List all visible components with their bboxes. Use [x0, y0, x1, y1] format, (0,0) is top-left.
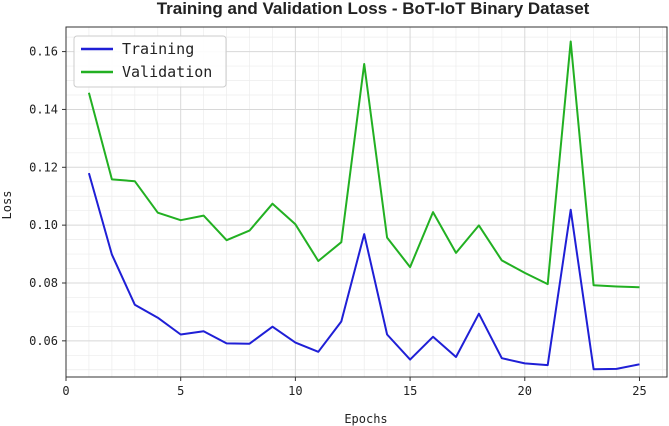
legend-label-validation: Validation: [122, 63, 212, 81]
y-tick-label: 0.12: [29, 160, 58, 174]
y-tick-label: 0.14: [29, 102, 58, 116]
x-tick-label: 15: [403, 384, 417, 398]
plot-border: [65, 26, 668, 378]
x-tick-label: 20: [518, 384, 532, 398]
x-axis-ticks: 0 5 10 15 20 25: [62, 377, 647, 398]
legend: Training Validation: [73, 35, 227, 88]
series-line-validation: [87, 40, 640, 289]
x-axis-label: Epochs: [344, 412, 387, 426]
y-tick-label: 0.08: [29, 276, 58, 290]
y-axis-ticks: 0.06 0.08 0.10 0.12 0.14 0.16: [29, 45, 66, 348]
x-tick-label: 10: [288, 384, 302, 398]
x-tick-label: 25: [632, 384, 646, 398]
x-tick-label: 0: [62, 384, 69, 398]
plot-frame: [65, 26, 668, 378]
legend-label-training: Training: [122, 40, 194, 58]
series-layer: [87, 40, 640, 371]
y-axis-label: Loss: [0, 191, 14, 220]
y-tick-label: 0.16: [29, 45, 58, 59]
chart-title: Training and Validation Loss - BoT-IoT B…: [157, 0, 590, 18]
x-tick-label: 5: [177, 384, 184, 398]
y-tick-label: 0.06: [29, 334, 58, 348]
y-tick-label: 0.10: [29, 218, 58, 232]
series-line-training: [87, 172, 640, 371]
